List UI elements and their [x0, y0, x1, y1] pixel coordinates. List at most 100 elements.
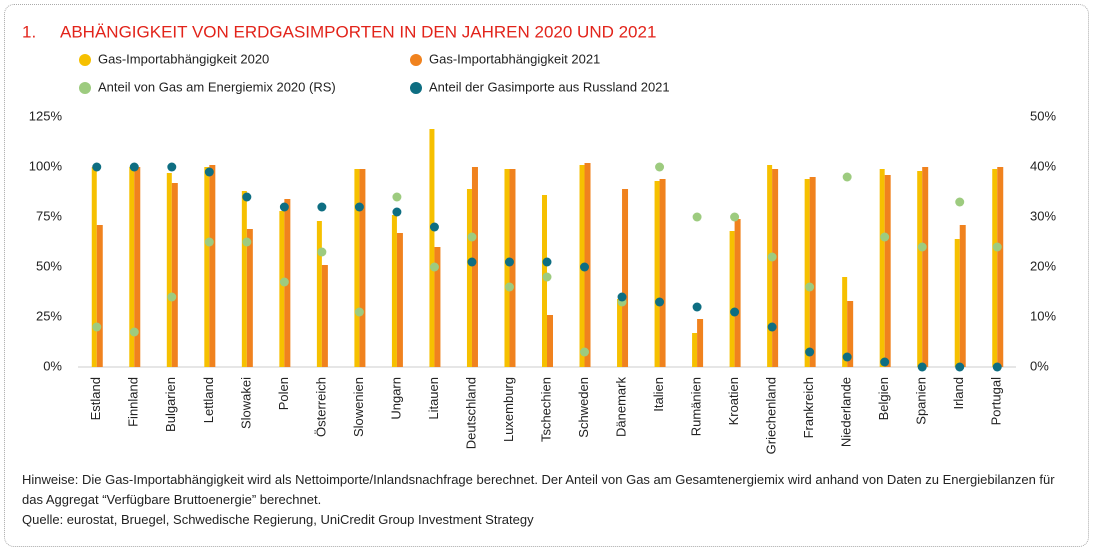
bar — [509, 169, 516, 367]
dot — [242, 192, 252, 202]
x-tick-label: Niederlande — [839, 377, 854, 447]
bar — [246, 229, 253, 367]
bar — [692, 333, 698, 367]
bar — [359, 169, 366, 367]
bar — [241, 191, 247, 367]
y-tick-label: 125% — [29, 108, 63, 123]
dot — [542, 272, 552, 282]
y-tick-label: 100% — [29, 158, 63, 173]
dot — [429, 222, 439, 232]
dot — [805, 282, 815, 292]
bar — [171, 183, 178, 367]
x-tick-label: Deutschland — [463, 377, 478, 449]
bar — [959, 225, 966, 367]
bar — [842, 277, 848, 367]
y-tick-label: 25% — [36, 308, 62, 323]
y2-tick-label: 0% — [1030, 358, 1049, 373]
bar — [654, 181, 660, 367]
bar — [767, 165, 773, 367]
x-tick-label: Luxemburg — [501, 377, 516, 442]
bar — [209, 165, 216, 367]
dot — [279, 202, 289, 212]
dot — [917, 362, 927, 372]
dot — [504, 257, 514, 267]
dot — [279, 277, 289, 287]
bar — [734, 219, 741, 367]
legend-marker — [79, 54, 91, 66]
bar — [992, 169, 998, 367]
x-tick-label: Ungarn — [388, 377, 403, 420]
dot — [880, 232, 890, 242]
bar — [391, 215, 397, 367]
dot — [617, 292, 627, 302]
dot — [242, 237, 252, 247]
chart: 1. ABHÄNGIGKEIT VON ERDGASIMPORTEN IN DE… — [22, 22, 1056, 454]
x-tick-label: Rumänien — [689, 377, 704, 436]
dot — [655, 162, 665, 172]
dot — [580, 262, 590, 272]
dot — [805, 347, 815, 357]
legend-marker — [410, 82, 422, 94]
dot — [167, 292, 177, 302]
dot — [429, 262, 439, 272]
x-tick-label: Finnland — [126, 377, 141, 427]
dot — [204, 237, 214, 247]
dot — [767, 252, 777, 262]
x-tick-label: Dänemark — [613, 377, 628, 437]
y2-tick-label: 40% — [1030, 158, 1056, 173]
x-tick-label: Kroatien — [726, 377, 741, 425]
bar — [809, 177, 816, 367]
bar — [659, 179, 666, 367]
dot — [317, 247, 327, 257]
source: Quelle: eurostat, Bruegel, Schwedische R… — [22, 512, 534, 527]
dot — [204, 167, 214, 177]
x-tick-label: Irland — [951, 377, 966, 410]
bar — [997, 167, 1004, 367]
dot — [692, 212, 702, 222]
bar — [204, 167, 210, 367]
bar — [884, 175, 891, 367]
dot — [354, 307, 364, 317]
bar — [617, 299, 623, 367]
dot — [92, 322, 102, 332]
y2-tick-label: 20% — [1030, 258, 1056, 273]
bar — [772, 169, 779, 367]
legend-label: Anteil der Gasimporte aus Russland 2021 — [429, 79, 670, 94]
bar — [697, 319, 704, 367]
frame — [4, 4, 1089, 547]
dot — [730, 307, 740, 317]
legend-label: Gas-Importabhängigkeit 2021 — [429, 51, 600, 66]
y2-tick-label: 10% — [1030, 308, 1056, 323]
dot — [692, 302, 702, 312]
x-tick-label: Tschechien — [538, 377, 553, 442]
dot — [317, 202, 327, 212]
y2-tick-label: 50% — [1030, 108, 1056, 123]
x-tick-label: Italien — [651, 377, 666, 412]
dot — [992, 362, 1002, 372]
y-tick-label: 75% — [36, 208, 62, 223]
x-tick-label: Polen — [276, 377, 291, 410]
x-tick-label: Belgien — [876, 377, 891, 420]
dot — [917, 242, 927, 252]
legend-marker — [79, 82, 91, 94]
y-tick-label: 50% — [36, 258, 62, 273]
legend-label: Gas-Importabhängigkeit 2020 — [98, 51, 269, 66]
notes: Hinweise: Die Gas-Importabhängigkeit wir… — [22, 470, 1077, 530]
dot — [467, 257, 477, 267]
dot — [467, 232, 477, 242]
dot — [955, 197, 965, 207]
bar — [917, 171, 923, 367]
bar — [134, 167, 141, 367]
x-tick-label: Spanien — [914, 377, 929, 425]
dot — [955, 362, 965, 372]
bar — [354, 169, 360, 367]
bar — [321, 265, 328, 367]
dot — [129, 162, 139, 172]
bar — [434, 247, 441, 367]
dot — [92, 162, 102, 172]
bar — [279, 211, 285, 367]
dot — [129, 327, 139, 337]
x-tick-label: Estland — [88, 377, 103, 420]
bar — [504, 169, 510, 367]
chart-number: 1. — [22, 22, 36, 41]
